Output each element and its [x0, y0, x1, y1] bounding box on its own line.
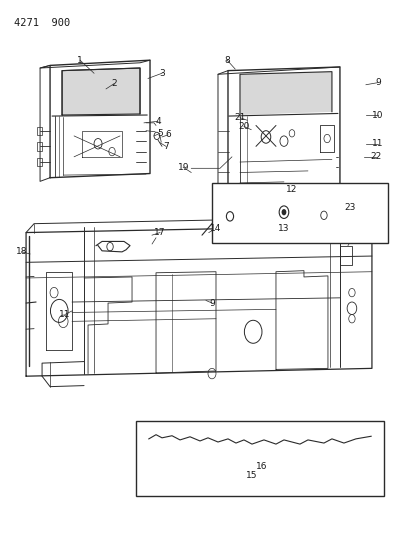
Text: 18: 18 [16, 247, 28, 256]
Text: 1: 1 [77, 55, 83, 64]
Text: 9: 9 [209, 298, 215, 308]
Text: 15: 15 [246, 471, 258, 480]
Text: 2: 2 [111, 79, 117, 88]
Text: 11: 11 [372, 139, 384, 148]
Text: 17: 17 [154, 228, 166, 237]
Text: 5: 5 [157, 129, 163, 138]
Text: 20: 20 [238, 122, 250, 131]
Polygon shape [240, 71, 332, 115]
Text: 3: 3 [159, 69, 165, 78]
Text: 8: 8 [224, 55, 230, 64]
Text: 6: 6 [165, 131, 171, 139]
Text: 13: 13 [278, 224, 290, 233]
Text: 16: 16 [256, 462, 268, 471]
Text: 14: 14 [210, 224, 222, 233]
Text: 9: 9 [375, 78, 381, 87]
Text: 12: 12 [286, 185, 297, 193]
Text: 22: 22 [370, 152, 381, 161]
Bar [136, 421, 384, 496]
Bar [37, 126, 42, 135]
Text: 21: 21 [234, 113, 246, 122]
Bar [37, 142, 42, 150]
Circle shape [282, 209, 286, 215]
Text: 19: 19 [177, 163, 189, 172]
Text: 4: 4 [155, 117, 161, 126]
Text: 7: 7 [163, 142, 169, 151]
Bar [37, 158, 42, 166]
Text: 11: 11 [59, 310, 71, 319]
Bar [212, 183, 388, 243]
Polygon shape [62, 68, 140, 115]
Text: 4271  900: 4271 900 [14, 19, 70, 28]
Text: 10: 10 [372, 110, 384, 119]
Text: 23: 23 [344, 204, 356, 213]
